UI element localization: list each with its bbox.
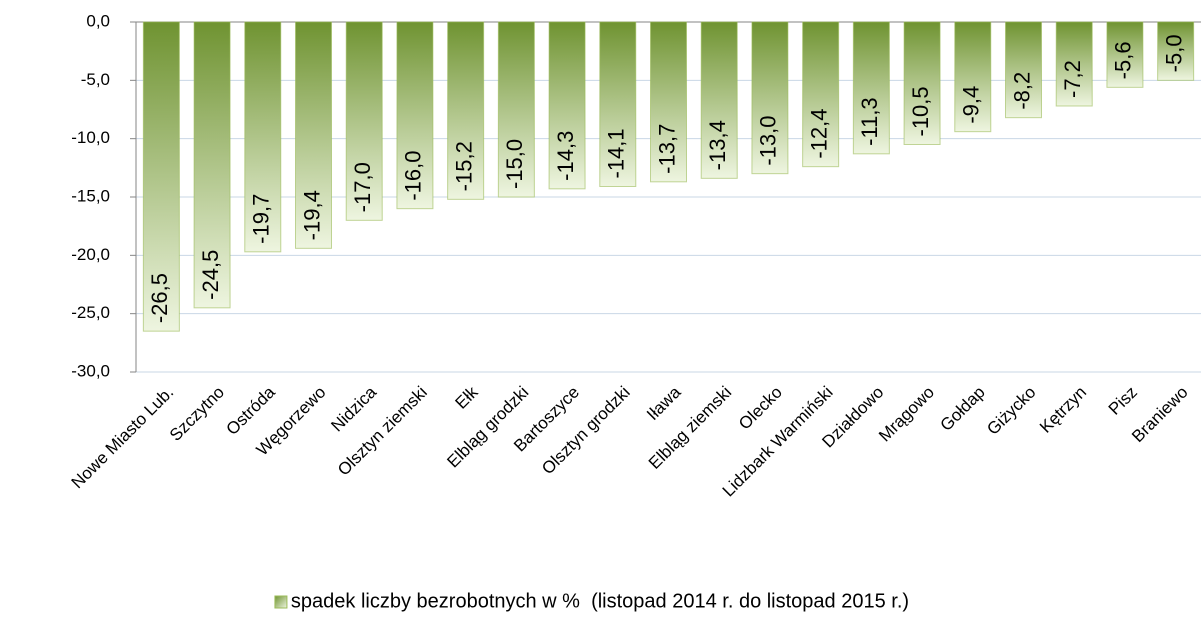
y-tick-label: -15,0 [71,186,110,205]
data-label: -16,0 [401,151,426,201]
bar [193,21,231,309]
data-label: -15,2 [451,141,476,191]
bar [142,21,180,332]
y-tick-label: 0,0 [86,11,110,30]
data-label: -5,6 [1111,41,1136,79]
data-label: -15,0 [502,139,527,189]
data-label: -19,7 [249,194,274,244]
x-tick-label: Nowe Miasto Lub. [68,383,178,493]
y-tick-label: -25,0 [71,303,110,322]
legend-label: spadek liczby bezrobotnych w % (listopad… [291,590,909,612]
data-label: -13,0 [756,116,781,166]
y-tick-label: -20,0 [71,245,110,264]
data-label: -7,2 [1060,60,1085,98]
data-label: -17,0 [350,162,375,212]
bar [599,21,637,187]
bar [548,21,586,190]
bar [295,21,332,249]
bar [497,21,535,198]
data-label: -11,3 [857,97,882,146]
bar [1157,21,1195,81]
data-label: -10,5 [908,86,933,136]
data-label: -26,5 [147,273,172,323]
x-tick-label: Mrągowo [875,383,938,446]
y-tick-label: -5,0 [81,70,110,89]
y-tick-label: -10,0 [71,128,110,147]
bar [396,21,434,210]
x-tick-label: Szczytno [166,383,228,445]
bar [954,21,992,133]
data-label: -8,2 [1009,72,1034,110]
bar [903,21,941,145]
data-label: -12,4 [806,109,831,159]
data-label: -5,0 [1161,34,1186,72]
data-label: -24,5 [198,250,223,300]
x-tick-label: Olecko [735,383,786,434]
y-tick-label: -30,0 [71,361,110,380]
x-tick-label: Kętrzyn [1036,383,1090,437]
data-label: -14,3 [553,131,578,181]
data-label: -19,4 [299,190,324,240]
x-tick-label: Gołdap [937,383,989,435]
data-label: -13,7 [654,124,679,174]
bar [1055,21,1093,107]
x-tick-label: Iława [643,382,685,424]
bar [244,21,282,253]
x-tick-label: Ełk [452,382,482,412]
bar [802,21,840,168]
legend-swatch [274,595,288,609]
x-tick-label: Olsztyn grodzki [538,383,634,479]
x-tick-label: Pisz [1105,383,1141,419]
bar [1106,21,1144,88]
bar [345,21,383,221]
bar [650,21,687,183]
bar [1005,21,1042,119]
data-label: -13,4 [705,120,730,170]
bar [700,21,738,179]
data-label: -9,4 [959,86,984,124]
x-tick-label: Giżycko [983,383,1039,439]
x-tick-label: Braniewo [1128,383,1192,447]
bar [751,21,789,175]
data-label: -14,1 [604,128,629,178]
bar [852,21,890,155]
x-tick-label: Olsztyn ziemski [334,383,431,480]
bar [447,21,485,200]
